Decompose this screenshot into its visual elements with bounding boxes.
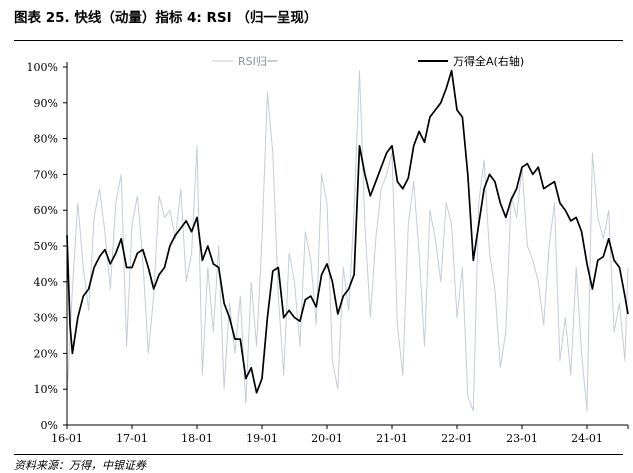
y-tick-label: 90% [34,97,58,110]
axes-layer: 0% 10% 20% 30% 40% 50% 60% 70% 80% 90% 100% 16-01 17… [27,61,629,445]
title-rule [14,40,623,41]
y-tick-label: 70% [34,168,58,181]
rsi-normalized-series-line [66,70,629,412]
x-tick-label: 21-01 [376,432,408,445]
x-tick-label: 16-01 [51,432,83,445]
x-tick-label: 23-01 [506,432,538,445]
source-note: 资料来源：万得，中银证券 [14,459,146,472]
y-tick-label: 10% [34,383,58,396]
y-tick-label: 20% [34,347,58,360]
x-tick-label: 20-01 [311,432,343,445]
y-tick-label: 100% [27,61,58,74]
legend-label: 万得全A(右轴) [453,54,524,68]
y-tick-label: 50% [34,240,58,253]
y-tick-label: 60% [34,204,58,217]
y-tick-label: 40% [34,276,58,289]
chart-title: 图表 25. 快线（动量）指标 4: RSI （归一呈现） [14,10,318,26]
footer-rule [14,454,623,455]
x-tick-label: 24-01 [571,432,603,445]
y-tick-label: 0% [41,419,58,432]
series-layer [66,69,629,412]
legend-label: RSI归一 [238,54,278,68]
x-tick-label: 17-01 [116,432,148,445]
chart-legend: RSI归一 万得全A(右轴) [212,54,524,68]
y-tick-label: 30% [34,312,58,325]
y-tick-label: 80% [34,133,58,146]
wind-all-a-index-series-line [66,69,629,394]
x-tick-label: 18-01 [181,432,213,445]
x-tick-label: 22-01 [441,432,473,445]
x-tick-label: 19-01 [246,432,278,445]
